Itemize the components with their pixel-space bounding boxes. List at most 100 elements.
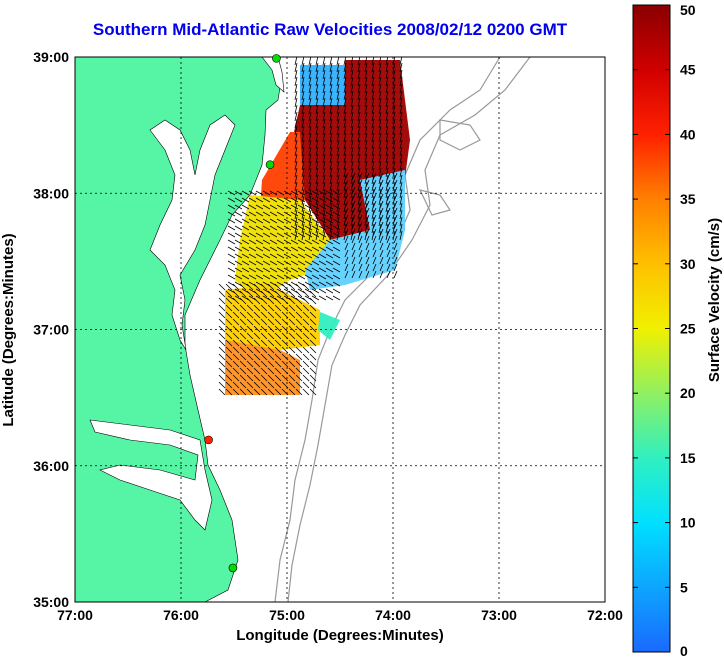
velocity-arrow xyxy=(283,218,292,224)
velocity-arrow xyxy=(358,263,363,272)
velocity-arrow xyxy=(288,381,296,389)
velocity-arrow xyxy=(225,339,233,347)
velocity-arrow xyxy=(309,318,317,326)
velocity-arrow xyxy=(399,153,403,164)
velocity-arrow xyxy=(379,179,384,188)
velocity-arrow xyxy=(283,274,292,280)
velocity-arrow xyxy=(344,186,349,195)
velocity-arrow xyxy=(315,118,319,129)
velocity-arrow xyxy=(315,76,319,87)
velocity-arrow xyxy=(372,235,377,244)
velocity-arrow xyxy=(350,76,354,87)
velocity-arrow xyxy=(358,214,363,223)
velocity-arrow xyxy=(246,290,254,298)
velocity-arrow xyxy=(329,153,333,164)
velocity-arrow xyxy=(357,104,361,115)
chesapeake-bay xyxy=(149,114,236,351)
velocity-arrow xyxy=(350,153,354,164)
velocity-arrow xyxy=(386,179,391,188)
velocity-arrow xyxy=(253,290,261,298)
velocity-arrow xyxy=(386,214,391,223)
velocity-arrow xyxy=(262,204,271,210)
velocity-arrow xyxy=(267,339,275,347)
velocity-arrow xyxy=(283,190,292,196)
velocity-arrow xyxy=(318,246,327,252)
velocity-arrow xyxy=(234,211,243,217)
velocity-arrow xyxy=(246,388,254,396)
velocity-arrow xyxy=(399,125,403,136)
velocity-arrow xyxy=(297,211,306,217)
velocity-arrow xyxy=(336,132,340,143)
velocity-arrow xyxy=(379,193,384,202)
velocity-arrow xyxy=(294,62,298,73)
velocity-arrow xyxy=(358,242,363,251)
velocity-arrow xyxy=(295,304,303,312)
velocity-arrow xyxy=(379,228,384,237)
velocity-arrow xyxy=(276,232,285,238)
velocity-arrow xyxy=(318,288,327,294)
velocity-arrow xyxy=(294,139,298,150)
velocity-arrow xyxy=(234,225,243,231)
velocity-arrow xyxy=(364,139,368,150)
velocity-arrow xyxy=(290,239,299,245)
velocity-arrow xyxy=(315,132,319,143)
y-tick-label: 35:00 xyxy=(33,594,69,610)
velocity-arrow xyxy=(311,267,320,273)
velocity-arrow xyxy=(302,325,310,333)
velocity-arrow xyxy=(357,167,361,178)
velocity-arrow xyxy=(239,360,247,368)
velocity-arrow xyxy=(309,374,317,382)
velocity-arrow xyxy=(227,204,236,210)
velocity-arrow xyxy=(399,139,403,150)
velocity-arrow xyxy=(302,346,310,354)
velocity-arrow xyxy=(399,223,403,234)
velocity-arrow xyxy=(364,62,368,73)
velocity-arrow xyxy=(239,381,247,389)
velocity-arrow xyxy=(364,69,368,80)
x-tick-label: 72:00 xyxy=(587,607,623,623)
velocity-arrow xyxy=(399,230,403,241)
velocity-arrow xyxy=(281,304,289,312)
velocity-arrow xyxy=(253,332,261,340)
velocity-arrow xyxy=(302,339,310,347)
velocity-arrow xyxy=(232,360,240,368)
velocity-arrow xyxy=(343,83,347,94)
velocity-arrow xyxy=(255,232,264,238)
velocity-arrow xyxy=(302,332,310,340)
colorbar-tick-label: 15 xyxy=(680,450,696,466)
velocity-arrow xyxy=(358,193,363,202)
velocity-arrow xyxy=(309,332,317,340)
velocity-arrow xyxy=(297,218,306,224)
y-tick-label: 39:00 xyxy=(33,49,69,65)
velocity-arrow xyxy=(269,218,278,224)
velocity-arrow xyxy=(309,325,317,333)
velocity-arrow xyxy=(246,304,254,312)
velocity-arrow xyxy=(253,283,261,291)
velocity-arrow xyxy=(393,228,398,237)
velocity-arrow xyxy=(246,297,254,305)
velocity-arrow xyxy=(253,360,261,368)
velocity-arrow xyxy=(295,374,303,382)
velocity-arrow xyxy=(274,360,282,368)
velocity-arrow xyxy=(255,253,264,259)
velocity-arrow xyxy=(267,360,275,368)
velocity-arrow xyxy=(365,263,370,272)
velocity-arrow xyxy=(392,167,396,178)
velocity-arrow xyxy=(290,225,299,231)
velocity-arrow xyxy=(372,179,377,188)
velocity-arrow xyxy=(227,274,236,280)
velocity-arrow xyxy=(365,242,370,251)
velocity-arrow xyxy=(332,239,341,245)
velocity-arrow xyxy=(294,111,298,122)
velocity-arrow xyxy=(385,83,389,94)
velocity-arrow xyxy=(227,232,236,238)
velocity-arrow xyxy=(315,167,319,178)
colorbar-tick-label: 20 xyxy=(680,385,696,401)
velocity-arrow xyxy=(343,146,347,157)
velocity-arrow xyxy=(262,253,271,259)
velocity-arrow xyxy=(325,190,334,196)
velocity-arrow xyxy=(392,111,396,122)
velocity-arrow xyxy=(371,132,375,143)
velocity-arrow xyxy=(322,125,326,136)
velocity-arrow xyxy=(301,132,305,143)
